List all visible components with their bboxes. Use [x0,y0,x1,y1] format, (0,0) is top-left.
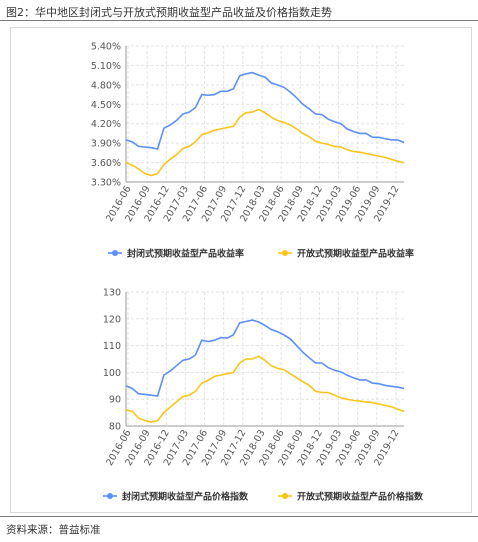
bottom-rule [0,516,478,517]
index-legend-marker [282,493,288,499]
yield-y-tick-label: 5.10% [91,61,121,72]
top-rule [0,20,478,21]
yield-y-tick-label: 3.30% [91,178,121,189]
yield-y-tick-label: 5.40% [91,42,121,53]
index-series-line-1 [125,319,405,397]
index-legend-label: 开放式预期收益型产品价格指数 [297,491,424,503]
index-y-tick-label: 110 [103,341,121,352]
yield-y-tick-label: 3.90% [91,139,121,150]
yield-y-tick-label: 3.60% [91,158,121,169]
index-y-tick-label: 80 [109,422,121,433]
index-series-line-2 [125,355,405,423]
yield-y-tick-label: 4.20% [91,119,121,130]
yield-series-line-2 [125,108,405,177]
index-y-tick-label: 120 [103,314,121,325]
index-legend-label: 封闭式预期收益型产品价格指数 [122,491,249,503]
yield-legend-label: 封闭式预期收益型产品收益率 [127,248,244,260]
yield-y-tick-label: 4.50% [91,100,121,111]
index-y-tick-label: 90 [109,395,121,406]
yield-chart-group: 5.40% 5.10% 4.80% 4.50% 4.20% 3.90% 3.60% 3.30%… [91,42,414,260]
chart-frame [10,27,472,513]
yield-legend-marker [112,250,118,256]
index-chart-group: 13012011010090802016-062016-092016-12201… [103,288,424,503]
index-y-tick-label: 130 [103,288,121,299]
yield-y-tick-label: 4.80% [91,80,121,91]
yield-legend-label: 开放式预期收益型产品收益率 [297,248,414,260]
yield-series-line-1 [125,71,405,150]
source-note: 资料来源：普益标准 [6,524,101,536]
index-legend-marker [107,493,113,499]
yield-legend-marker [282,250,288,256]
figure-title: 图2：华中地区封闭式与开放式预期收益型产品收益及价格指数走势 [6,6,332,19]
index-y-tick-label: 100 [103,368,121,379]
